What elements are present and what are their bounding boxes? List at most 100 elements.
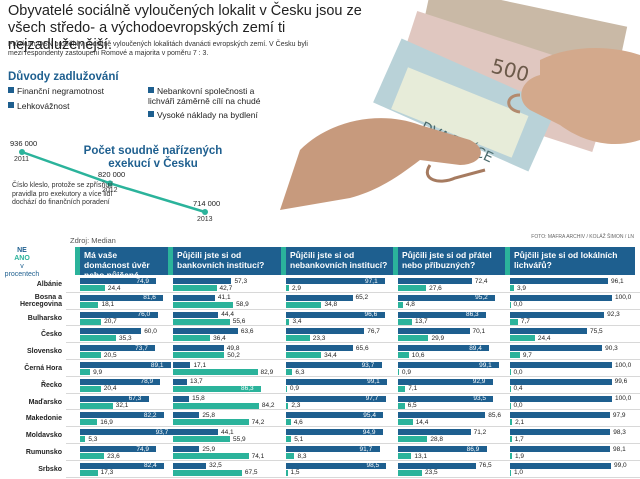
bar-value-ne: 89,4 [469,344,482,352]
bar-ano [398,352,409,359]
bar-ne [286,362,382,368]
bar-ne [510,345,603,352]
bar-value-ne: 60,0 [144,327,157,335]
bar-ne [398,429,471,436]
bar-ano [510,436,512,443]
bar-value-ne: 90,3 [605,344,618,352]
bar-ano [398,318,412,325]
question-header: Má vaše domácnost úvěr nebo půjčené pení… [75,247,168,290]
bar-ne [398,311,487,318]
bar-ano [510,453,512,459]
bar-value-ano: 35,3 [119,334,132,342]
bar-value-ne: 25,8 [202,411,215,419]
bar-ano [80,301,99,308]
cause-label: Vysoké náklady na bydlení [157,110,258,120]
bar-ne [510,294,612,301]
bar-ne [173,429,218,436]
bar-value-ne: 82,2 [143,411,157,419]
executions-value-label: 714 000 [193,199,221,208]
bar-ne [286,345,353,352]
row-divider [66,342,640,344]
bar-ne [398,278,472,284]
bar-value-ne: 93,7 [361,361,375,369]
bar-ano [286,335,310,342]
page-title: Obyvatelé sociálně vyloučených lokalit v… [8,3,362,53]
row-divider [66,375,640,377]
bar-value-ano: 29,9 [431,334,445,342]
bar-ano [510,402,511,409]
bar-value-ano: 17,3 [100,469,114,477]
bar-ne [173,278,232,284]
bar-ano [398,285,427,291]
bar-value-ne: 41,1 [217,294,231,302]
bar-ano [80,285,105,291]
bar-value-ano: 13,7 [414,318,428,326]
bar-value-ne: 92,3 [607,311,620,319]
bar-ne [173,345,224,352]
bar-ano [510,318,518,325]
country-label: Řecko [40,381,62,389]
bar-value-ano: 82,9 [260,368,274,376]
bar-ne [510,412,610,419]
bar-value-ano: 7,1 [408,385,418,393]
cause-label: Lehkovážnost [17,101,70,111]
bar-value-ano: 20,7 [104,318,117,326]
bar-ne [398,395,494,402]
bar-value-ne: 97,7 [365,395,379,403]
bar-ano [80,369,91,375]
bar-value-ne: 76,5 [479,462,492,470]
bar-value-ne: 70,1 [472,327,486,335]
bar-ne [80,395,149,402]
bar-value-ne: 74,9 [136,445,150,453]
bar-ne [510,278,609,284]
country-label: Černá Hora [24,365,62,372]
bar-value-ne: 15,8 [192,395,205,403]
country-label: Moldavsko [25,432,62,440]
country-label: Albánie [36,281,62,288]
money-handover-photo: 500 DVA TISÍCE [280,0,640,210]
bar-value-ano: 2,1 [515,418,525,426]
bar-ne [510,362,612,368]
row-divider [66,325,640,327]
bar-ne [398,412,486,419]
bar-value-ano: 58,9 [236,301,249,309]
bar-ne [286,378,388,385]
bar-ne [173,294,215,301]
bar-value-ano: 28,8 [430,435,444,443]
bar-ano [398,402,405,409]
bar-value-ne: 85,6 [488,411,501,419]
bar-ne [398,462,477,469]
question-header: Půjčili jste si od nebankovních instituc… [281,247,394,275]
row-divider [66,409,640,411]
bar-ne [510,328,587,335]
bar-value-ne: 93,7 [155,428,169,436]
bar-ano [173,469,242,476]
bar-value-ne: 98,1 [613,445,626,453]
cause-item: Finanční negramotnost [8,86,104,96]
bar-ano [510,385,511,392]
bar-value-ano: 9,7 [522,351,532,359]
bar-ne [398,378,493,385]
bar-value-ano: 34,4 [324,351,337,359]
bar-value-ne: 13,7 [189,378,203,386]
bar-value-ne: 17,1 [193,361,207,369]
country-label: Rumunsko [25,449,62,456]
bar-ne [286,328,365,335]
bar-value-ano: 55,6 [232,318,246,326]
bar-ano [286,453,295,459]
bar-value-ano: 9,9 [93,368,103,376]
bar-ne [510,446,611,452]
cause-label: Finanční negramotnost [17,86,104,96]
bar-ano [80,385,101,392]
bar-ano [173,301,234,308]
photo-credit: FOTO: MAFRA ARCHIV / KOLÁŽ ŠIMON / LN [531,234,634,240]
executions-year-label: 2012 [102,187,118,195]
bar-value-ano: 0,0 [513,368,523,376]
bar-ano [173,436,231,443]
bar-ne [286,462,387,469]
bar-ano [173,402,259,409]
bar-ne [173,462,207,469]
bar-value-ano: 50,2 [227,351,240,359]
bar-value-ne: 73,7 [135,344,148,352]
bar-ne [80,328,142,335]
